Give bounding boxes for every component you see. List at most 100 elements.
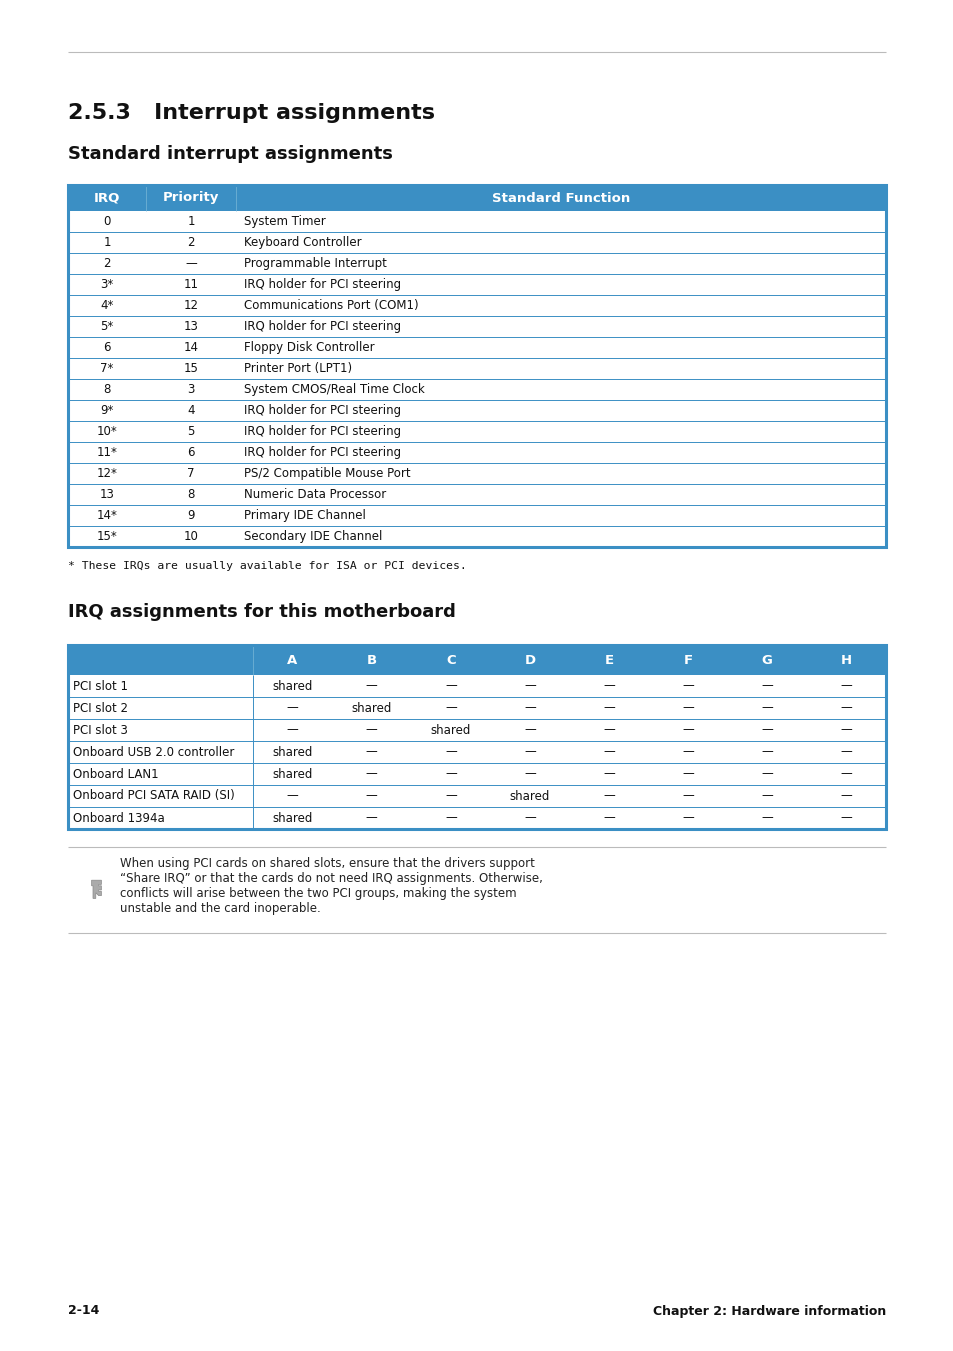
- Text: 6: 6: [103, 340, 111, 354]
- Text: 2.5.3   Interrupt assignments: 2.5.3 Interrupt assignments: [68, 103, 435, 123]
- Text: 12: 12: [183, 299, 198, 312]
- Bar: [68, 442, 885, 463]
- Text: 2: 2: [103, 257, 111, 270]
- Text: shared: shared: [273, 767, 313, 781]
- Bar: [68, 336, 885, 358]
- Bar: [68, 211, 885, 232]
- Text: 15: 15: [183, 362, 198, 376]
- Text: —: —: [365, 746, 377, 758]
- Text: —: —: [365, 724, 377, 736]
- Text: Programmable Interrupt: Programmable Interrupt: [244, 257, 387, 270]
- Text: 13: 13: [183, 320, 198, 332]
- Text: IRQ holder for PCI steering: IRQ holder for PCI steering: [244, 446, 400, 459]
- Text: Communications Port (COM1): Communications Port (COM1): [244, 299, 418, 312]
- Text: Standard interrupt assignments: Standard interrupt assignments: [68, 145, 393, 163]
- Text: Keyboard Controller: Keyboard Controller: [244, 236, 361, 249]
- Text: —: —: [444, 789, 456, 802]
- Text: Printer Port (LPT1): Printer Port (LPT1): [244, 362, 352, 376]
- Text: System Timer: System Timer: [244, 215, 325, 228]
- Text: —: —: [602, 701, 615, 715]
- Bar: [68, 719, 885, 740]
- Text: shared: shared: [273, 812, 313, 824]
- Bar: [68, 763, 885, 785]
- Text: —: —: [523, 746, 536, 758]
- Text: IRQ holder for PCI steering: IRQ holder for PCI steering: [244, 320, 400, 332]
- Text: 13: 13: [99, 488, 114, 501]
- Text: 11: 11: [183, 278, 198, 290]
- Bar: [68, 740, 885, 763]
- Text: shared: shared: [273, 680, 313, 693]
- Text: —: —: [760, 789, 772, 802]
- Text: —: —: [602, 746, 615, 758]
- Text: —: —: [840, 680, 851, 693]
- Text: 2-14: 2-14: [68, 1305, 99, 1317]
- Text: —: —: [287, 701, 298, 715]
- Text: —: —: [602, 680, 615, 693]
- Text: 0: 0: [103, 215, 111, 228]
- Text: Primary IDE Channel: Primary IDE Channel: [244, 509, 366, 521]
- Text: 1: 1: [103, 236, 111, 249]
- Text: C: C: [446, 654, 456, 666]
- Text: —: —: [444, 680, 456, 693]
- Text: —: —: [602, 724, 615, 736]
- Text: Numeric Data Processor: Numeric Data Processor: [244, 488, 386, 501]
- Text: —: —: [840, 746, 851, 758]
- Text: E: E: [604, 654, 613, 666]
- Text: —: —: [681, 680, 694, 693]
- Text: —: —: [681, 701, 694, 715]
- Bar: [68, 295, 885, 316]
- Bar: [68, 505, 885, 526]
- Text: —: —: [523, 680, 536, 693]
- Text: PS/2 Compatible Mouse Port: PS/2 Compatible Mouse Port: [244, 467, 410, 480]
- Text: 2: 2: [187, 236, 194, 249]
- Text: Onboard USB 2.0 controller: Onboard USB 2.0 controller: [73, 746, 234, 758]
- Text: 9*: 9*: [100, 404, 113, 417]
- Text: 7*: 7*: [100, 362, 113, 376]
- Polygon shape: [91, 881, 101, 898]
- Text: conflicts will arise between the two PCI groups, making the system: conflicts will arise between the two PCI…: [120, 888, 517, 900]
- Text: —: —: [840, 767, 851, 781]
- Text: —: —: [523, 812, 536, 824]
- Text: —: —: [840, 724, 851, 736]
- Bar: [68, 807, 885, 830]
- Text: G: G: [761, 654, 772, 666]
- Text: 8: 8: [103, 382, 111, 396]
- Bar: [68, 380, 885, 400]
- Text: Onboard 1394a: Onboard 1394a: [73, 812, 165, 824]
- Text: 12*: 12*: [96, 467, 117, 480]
- Bar: [68, 274, 885, 295]
- Bar: [68, 644, 885, 830]
- Text: —: —: [840, 812, 851, 824]
- Text: —: —: [681, 789, 694, 802]
- Text: “Share IRQ” or that the cards do not need IRQ assignments. Otherwise,: “Share IRQ” or that the cards do not nee…: [120, 871, 542, 885]
- Text: 3*: 3*: [100, 278, 113, 290]
- Text: Onboard LAN1: Onboard LAN1: [73, 767, 158, 781]
- Text: A: A: [287, 654, 297, 666]
- Text: —: —: [287, 724, 298, 736]
- Text: 11*: 11*: [96, 446, 117, 459]
- Text: PCI slot 2: PCI slot 2: [73, 701, 128, 715]
- Text: —: —: [681, 746, 694, 758]
- Text: —: —: [185, 257, 196, 270]
- Text: IRQ assignments for this motherboard: IRQ assignments for this motherboard: [68, 603, 456, 621]
- Text: 7: 7: [187, 467, 194, 480]
- Text: unstable and the card inoperable.: unstable and the card inoperable.: [120, 902, 320, 915]
- Text: IRQ holder for PCI steering: IRQ holder for PCI steering: [244, 426, 400, 438]
- Text: —: —: [760, 680, 772, 693]
- Text: —: —: [444, 746, 456, 758]
- Text: H: H: [840, 654, 851, 666]
- Bar: [68, 185, 885, 547]
- Text: shared: shared: [351, 701, 392, 715]
- Text: —: —: [760, 812, 772, 824]
- Text: Chapter 2: Hardware information: Chapter 2: Hardware information: [652, 1305, 885, 1317]
- Text: —: —: [760, 724, 772, 736]
- Bar: [68, 676, 885, 697]
- Text: —: —: [365, 767, 377, 781]
- Text: 14*: 14*: [96, 509, 117, 521]
- Text: IRQ: IRQ: [93, 192, 120, 204]
- Text: IRQ holder for PCI steering: IRQ holder for PCI steering: [244, 278, 400, 290]
- Text: 4: 4: [187, 404, 194, 417]
- Text: When using PCI cards on shared slots, ensure that the drivers support: When using PCI cards on shared slots, en…: [120, 857, 535, 870]
- Text: —: —: [840, 789, 851, 802]
- Text: —: —: [523, 701, 536, 715]
